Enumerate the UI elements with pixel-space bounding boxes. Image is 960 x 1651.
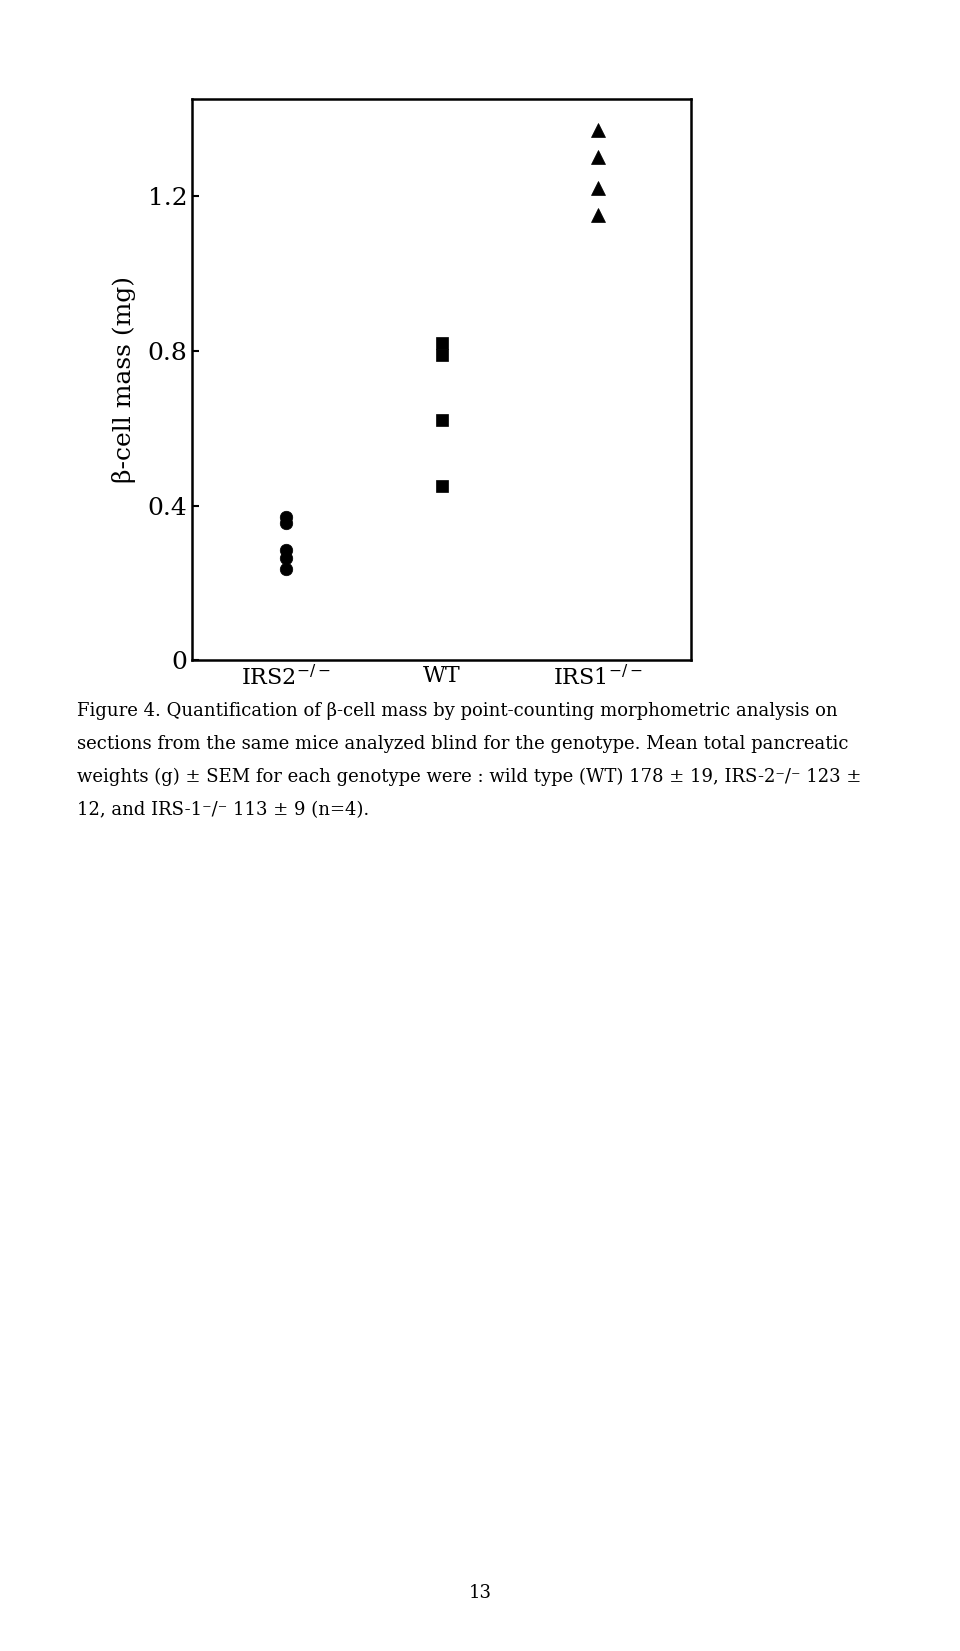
Text: sections from the same mice analyzed blind for the genotype. Mean total pancreat: sections from the same mice analyzed bli… [77,735,849,753]
Text: weights (g) ± SEM for each genotype were : wild type (WT) 178 ± 19, IRS-2⁻/⁻ 123: weights (g) ± SEM for each genotype were… [77,768,861,786]
Text: 13: 13 [468,1585,492,1601]
Y-axis label: β-cell mass (mg): β-cell mass (mg) [112,276,136,484]
Text: 12, and IRS-1⁻/⁻ 113 ± 9 (n=4).: 12, and IRS-1⁻/⁻ 113 ± 9 (n=4). [77,801,369,819]
Text: Figure 4. Quantification of β-cell mass by point-counting morphometric analysis : Figure 4. Quantification of β-cell mass … [77,702,837,720]
